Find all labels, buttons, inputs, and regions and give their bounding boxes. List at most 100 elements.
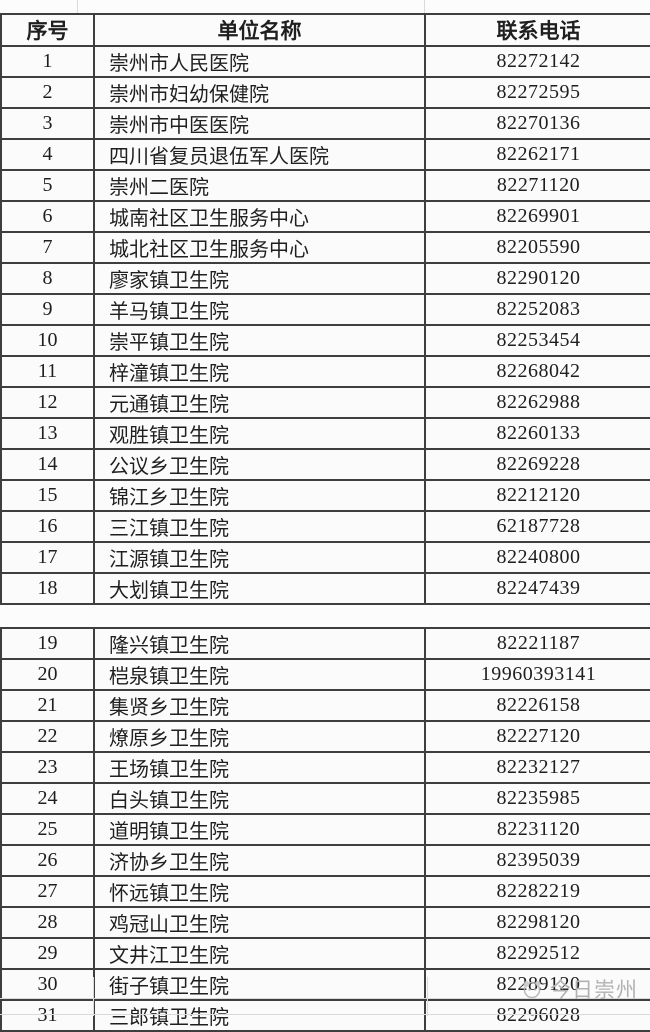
table-row: 13 观胜镇卫生院 82260133 (0, 417, 650, 450)
table-row: 22 燎原乡卫生院 82227120 (0, 720, 650, 753)
table-row: 17 江源镇卫生院 82240800 (0, 541, 650, 574)
grid-line (93, 977, 94, 1016)
unit-name-cell: 元通镇卫生院 (94, 386, 426, 419)
row-number-cell: 21 (0, 689, 95, 722)
unit-name-cell: 城北社区卫生服务中心 (94, 231, 426, 264)
table-row: 11 梓潼镇卫生院 82268042 (0, 355, 650, 388)
row-number-cell: 2 (0, 76, 95, 109)
row-number-cell: 14 (0, 448, 95, 481)
table-row: 25 道明镇卫生院 82231120 (0, 813, 650, 846)
row-number-cell: 9 (0, 293, 95, 326)
unit-name-cell: 大划镇卫生院 (94, 572, 426, 605)
row-number-cell: 11 (0, 355, 95, 388)
unit-name-cell: 燎原乡卫生院 (94, 720, 426, 753)
table-row: 23 王场镇卫生院 82232127 (0, 751, 650, 784)
table-row: 7 城北社区卫生服务中心 82205590 (0, 231, 650, 264)
table-row: 18 大划镇卫生院 82247439 (0, 572, 650, 605)
unit-name-cell: 隆兴镇卫生院 (94, 627, 426, 660)
table-row: 24 白头镇卫生院 82235985 (0, 782, 650, 815)
phone-number-cell: 82231120 (425, 813, 650, 846)
grid-line (424, 0, 425, 13)
unit-name-cell: 集贤乡卫生院 (94, 689, 426, 722)
unit-name-cell: 四川省复员退伍军人医院 (94, 138, 426, 171)
row-number-cell: 15 (0, 479, 95, 512)
table-row: 9 羊马镇卫生院 82252083 (0, 293, 650, 326)
grid-line (0, 1014, 650, 1015)
row-number-cell: 10 (0, 324, 95, 357)
phone-number-cell: 82269901 (425, 200, 650, 233)
phone-number-cell: 19960393141 (425, 658, 650, 691)
column-header-phone: 联系电话 (425, 13, 650, 47)
panda-logo-icon (518, 977, 544, 1001)
unit-name-cell: 公议乡卫生院 (94, 448, 426, 481)
phone-number-cell: 82260133 (425, 417, 650, 450)
grid-line (427, 977, 428, 1016)
row-number-cell: 20 (0, 658, 95, 691)
table-row: 16 三江镇卫生院 62187728 (0, 510, 650, 543)
grid-line (0, 998, 650, 999)
unit-name-cell: 崇州市人民医院 (94, 45, 426, 78)
row-number-cell: 16 (0, 510, 95, 543)
phone-number-cell: 82272142 (425, 45, 650, 78)
table-row: 20 桤泉镇卫生院 19960393141 (0, 658, 650, 691)
phone-number-cell: 82270136 (425, 107, 650, 140)
unit-name-cell: 江源镇卫生院 (94, 541, 426, 574)
phone-number-cell: 82262988 (425, 386, 650, 419)
phone-number-cell: 82268042 (425, 355, 650, 388)
table-row: 10 崇平镇卫生院 82253454 (0, 324, 650, 357)
row-number-cell: 17 (0, 541, 95, 574)
table-row: 28 鸡冠山卫生院 82298120 (0, 906, 650, 939)
row-number-cell: 19 (0, 627, 95, 660)
row-number-cell: 1 (0, 45, 95, 78)
unit-name-cell: 鸡冠山卫生院 (94, 906, 426, 939)
watermark: 今日崇州 (518, 974, 638, 1004)
unit-name-cell: 文井江卫生院 (94, 937, 426, 970)
column-header-name: 单位名称 (94, 13, 426, 47)
phone-number-cell: 82290120 (425, 262, 650, 295)
table-row: 29 文井江卫生院 82292512 (0, 937, 650, 970)
table-row: 21 集贤乡卫生院 82226158 (0, 689, 650, 722)
phone-number-cell: 82205590 (425, 231, 650, 264)
phone-number-cell: 82252083 (425, 293, 650, 326)
unit-name-cell: 锦江乡卫生院 (94, 479, 426, 512)
phone-number-cell: 82240800 (425, 541, 650, 574)
phone-number-cell: 82247439 (425, 572, 650, 605)
phone-number-cell: 82262171 (425, 138, 650, 171)
table-row: 2 崇州市妇幼保健院 82272595 (0, 76, 650, 109)
row-number-cell: 12 (0, 386, 95, 419)
table-row: 15 锦江乡卫生院 82212120 (0, 479, 650, 512)
row-number-cell: 23 (0, 751, 95, 784)
grid-line (77, 0, 78, 13)
phone-number-cell: 82298120 (425, 906, 650, 939)
unit-name-cell: 崇平镇卫生院 (94, 324, 426, 357)
row-number-cell: 27 (0, 875, 95, 908)
row-number-cell: 29 (0, 937, 95, 970)
phone-number-cell: 82212120 (425, 479, 650, 512)
unit-name-cell: 廖家镇卫生院 (94, 262, 426, 295)
unit-name-cell: 王场镇卫生院 (94, 751, 426, 784)
unit-name-cell: 崇州市妇幼保健院 (94, 76, 426, 109)
row-number-cell: 30 (0, 968, 95, 1001)
table-row: 26 济协乡卫生院 82395039 (0, 844, 650, 877)
column-header-no: 序号 (0, 13, 95, 47)
unit-name-cell: 街子镇卫生院 (94, 968, 426, 1001)
row-number-cell: 4 (0, 138, 95, 171)
row-number-cell: 25 (0, 813, 95, 846)
table-row: 5 崇州二医院 82271120 (0, 169, 650, 202)
phone-number-cell: 62187728 (425, 510, 650, 543)
table-row: 3 崇州市中医医院 82270136 (0, 107, 650, 140)
watermark-text: 今日崇州 (550, 978, 638, 1002)
header-row: 序号 单位名称 联系电话 (0, 13, 650, 47)
table-row: 27 怀远镇卫生院 82282219 (0, 875, 650, 908)
row-number-cell: 24 (0, 782, 95, 815)
table-row: 6 城南社区卫生服务中心 82269901 (0, 200, 650, 233)
unit-name-cell: 崇州二医院 (94, 169, 426, 202)
phone-number-cell: 82227120 (425, 720, 650, 753)
row-number-cell: 3 (0, 107, 95, 140)
table-row: 12 元通镇卫生院 82262988 (0, 386, 650, 419)
phone-number-cell: 82269228 (425, 448, 650, 481)
phone-number-cell: 82292512 (425, 937, 650, 970)
row-number-cell: 22 (0, 720, 95, 753)
table-row: 8 廖家镇卫生院 82290120 (0, 262, 650, 295)
phone-number-cell: 82232127 (425, 751, 650, 784)
